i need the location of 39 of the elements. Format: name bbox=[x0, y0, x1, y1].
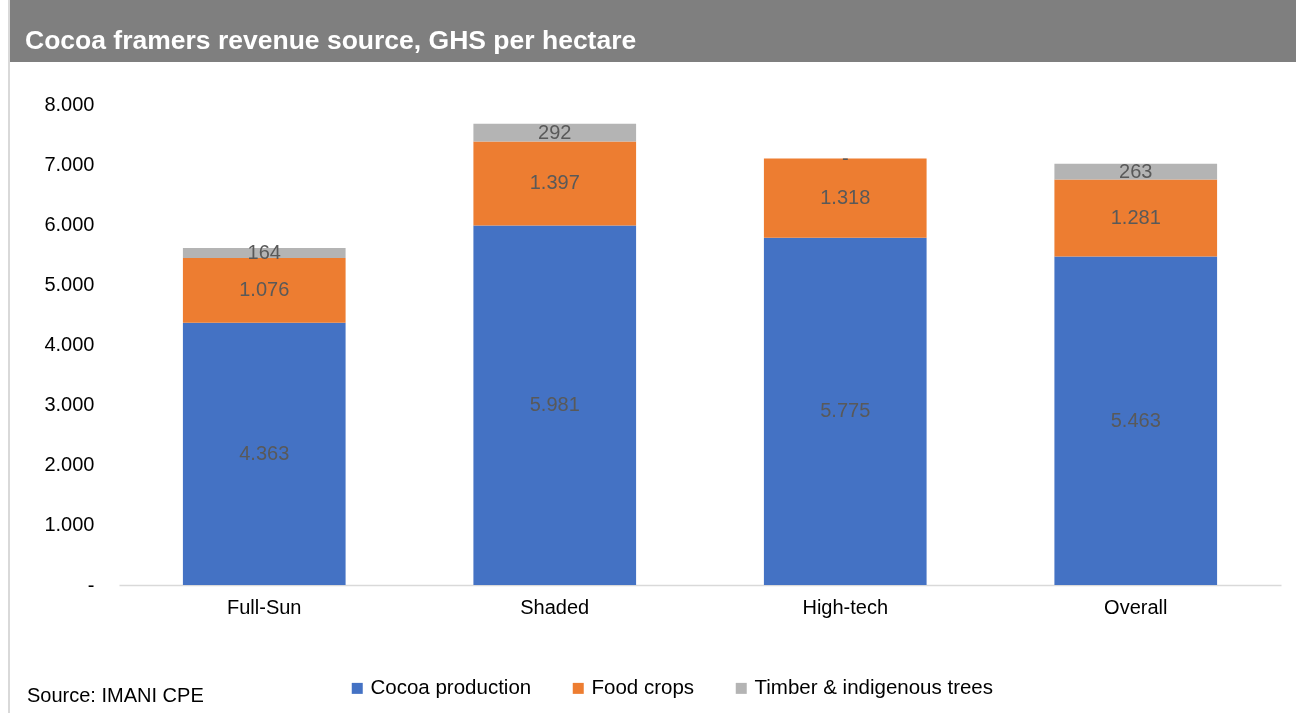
data-label: 292 bbox=[538, 120, 572, 143]
bar bbox=[763, 158, 927, 238]
legend-label: Food crops bbox=[591, 675, 695, 699]
data-label: 1.076 bbox=[239, 278, 290, 301]
y-tick-label: 6.000 bbox=[44, 212, 95, 235]
x-tick-label: Shaded bbox=[520, 595, 590, 618]
y-tick-label: 7.000 bbox=[44, 152, 95, 175]
data-label: 4.363 bbox=[239, 441, 290, 464]
data-label: 263 bbox=[1119, 159, 1153, 182]
data-label: 5.775 bbox=[820, 399, 871, 422]
bar bbox=[182, 322, 346, 585]
data-label: 1.397 bbox=[529, 171, 580, 194]
y-tick-label: 1.000 bbox=[44, 513, 95, 536]
y-tick-label: - bbox=[87, 573, 95, 596]
legend-label: Cocoa production bbox=[370, 675, 532, 699]
source-note: Source: IMANI CPE bbox=[27, 684, 204, 706]
y-tick-label: 5.000 bbox=[44, 272, 95, 295]
data-label: 1.318 bbox=[820, 186, 871, 209]
bar bbox=[1054, 163, 1218, 180]
bar bbox=[473, 225, 637, 585]
data-label: 5.981 bbox=[529, 393, 580, 416]
x-tick-label: High-tech bbox=[802, 595, 889, 618]
data-label: 5.463 bbox=[1110, 408, 1161, 431]
bar bbox=[763, 237, 927, 585]
bar bbox=[1054, 179, 1218, 257]
x-tick-label: Overall bbox=[1104, 595, 1168, 618]
bar bbox=[182, 257, 346, 323]
y-tick-label: 8.000 bbox=[44, 92, 95, 115]
data-label: 1.281 bbox=[1110, 206, 1161, 229]
data-label: - bbox=[841, 146, 849, 169]
legend-label: Timber & indigenous trees bbox=[754, 675, 994, 699]
y-tick-label: 3.000 bbox=[44, 393, 95, 416]
y-tick-label: 4.000 bbox=[44, 333, 95, 355]
bar bbox=[473, 141, 637, 226]
x-tick-label: Full-Sun bbox=[227, 595, 302, 618]
chart-title: Cocoa framers revenue source, GHS per hectare bbox=[25, 25, 637, 55]
y-tick-label: 2.000 bbox=[44, 453, 95, 476]
bar bbox=[1054, 256, 1218, 585]
data-label: 164 bbox=[247, 241, 281, 264]
